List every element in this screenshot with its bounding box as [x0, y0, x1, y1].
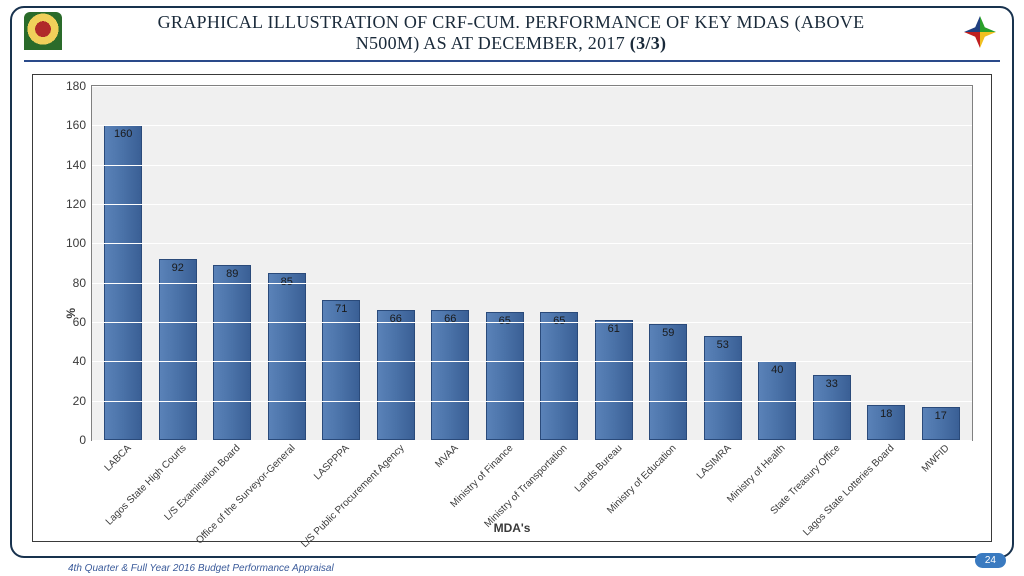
y-tick-label: 0 [79, 433, 92, 447]
y-tick-label: 100 [66, 236, 92, 250]
x-tick-label: Office of the Surveyor-General [191, 440, 297, 546]
chart-panel: % 160LABCA92Lagos State High Courts89L/S… [32, 74, 992, 542]
gridline [92, 361, 972, 362]
y-tick-label: 60 [73, 315, 92, 329]
gridline [92, 125, 972, 126]
bar-slot: 71LASPPPA [314, 86, 369, 440]
y-tick-label: 40 [73, 354, 92, 368]
bar-slot: 59Ministry of Education [641, 86, 696, 440]
bar-slot: 17MWFID [914, 86, 969, 440]
bar: 66 [431, 310, 469, 440]
bar-slot: 65Ministry of Finance [478, 86, 533, 440]
x-tick-label: Lands Bureau [570, 440, 625, 495]
bar-slot: 85Office of the Surveyor-General [260, 86, 315, 440]
y-tick-label: 180 [66, 79, 92, 93]
y-tick-label: 20 [73, 394, 92, 408]
y-tick-label: 120 [66, 197, 92, 211]
bar-value-label: 18 [880, 408, 892, 420]
lagos-seal-icon [24, 12, 62, 50]
bar-slot: 89L/S Examination Board [205, 86, 260, 440]
bar-value-label: 59 [662, 327, 674, 339]
y-tick-label: 80 [73, 276, 92, 290]
bar: 85 [268, 273, 306, 440]
bar: 65 [486, 312, 524, 440]
bar-value-label: 92 [172, 262, 184, 274]
gridline [92, 322, 972, 323]
bar: 61 [595, 320, 633, 440]
bar-value-label: 17 [935, 410, 947, 422]
bar-value-label: 89 [226, 268, 238, 280]
bar-value-label: 160 [114, 128, 132, 140]
bar: 89 [213, 265, 251, 440]
gridline [92, 86, 972, 87]
title-line-2: N500M) AS AT DECEMBER, 2017 (3/3) [70, 33, 952, 54]
y-tick-label: 160 [66, 118, 92, 132]
x-tick-label: MWFID [917, 440, 952, 475]
y-tick-label: 140 [66, 158, 92, 172]
bar: 53 [704, 336, 742, 440]
x-tick-label: LASIMRA [692, 440, 734, 482]
bar-slot: 18Lagos State Lotteries Board [859, 86, 914, 440]
x-tick-label: LASPPPA [310, 440, 352, 482]
bar: 66 [377, 310, 415, 440]
bar-value-label: 66 [444, 313, 456, 325]
gridline [92, 243, 972, 244]
gridline [92, 165, 972, 166]
bar-value-label: 71 [335, 303, 347, 315]
bar-slot: 53LASIMRA [696, 86, 751, 440]
gridline [92, 440, 972, 441]
footer-text: 4th Quarter & Full Year 2016 Budget Perf… [68, 563, 334, 574]
x-axis-label: MDA's [494, 521, 531, 535]
bar-slot: 92Lagos State High Courts [151, 86, 206, 440]
bar-value-label: 66 [390, 313, 402, 325]
bar: 33 [813, 375, 851, 440]
slide-title: GRAPHICAL ILLUSTRATION OF CRF-CUM. PERFO… [62, 12, 960, 54]
bar-slot: 65Ministry of Transportation [532, 86, 587, 440]
title-underline [24, 60, 1000, 62]
bar-slot: 61Lands Bureau [587, 86, 642, 440]
mepb-logo-icon [960, 12, 1000, 52]
bar-slot: 33State Treasury Office [805, 86, 860, 440]
bar: 65 [540, 312, 578, 440]
x-tick-label: MVAA [431, 440, 461, 470]
bar-slot: 160LABCA [96, 86, 151, 440]
bar: 18 [867, 405, 905, 440]
bars-container: 160LABCA92Lagos State High Courts89L/S E… [92, 86, 972, 440]
bar-value-label: 61 [608, 323, 620, 335]
bar-value-label: 40 [771, 364, 783, 376]
page-number-badge: 24 [975, 553, 1006, 568]
bar-value-label: 33 [826, 378, 838, 390]
gridline [92, 283, 972, 284]
bar: 59 [649, 324, 687, 440]
bar-slot: 66MVAA [423, 86, 478, 440]
x-tick-label: L/S Public Procurement Agency [296, 440, 406, 550]
x-tick-label: Lagos State Lotteries Board [799, 440, 897, 538]
slide-header: GRAPHICAL ILLUSTRATION OF CRF-CUM. PERFO… [24, 12, 1000, 54]
bar-value-label: 53 [717, 339, 729, 351]
bar: 17 [922, 407, 960, 440]
x-tick-label: LABCA [100, 440, 134, 474]
title-line-1: GRAPHICAL ILLUSTRATION OF CRF-CUM. PERFO… [70, 12, 952, 33]
bar-slot: 66L/S Public Procurement Agency [369, 86, 424, 440]
gridline [92, 401, 972, 402]
plot-area: 160LABCA92Lagos State High Courts89L/S E… [91, 85, 973, 441]
bar-slot: 40Ministry of Health [750, 86, 805, 440]
bar: 92 [159, 259, 197, 440]
gridline [92, 204, 972, 205]
